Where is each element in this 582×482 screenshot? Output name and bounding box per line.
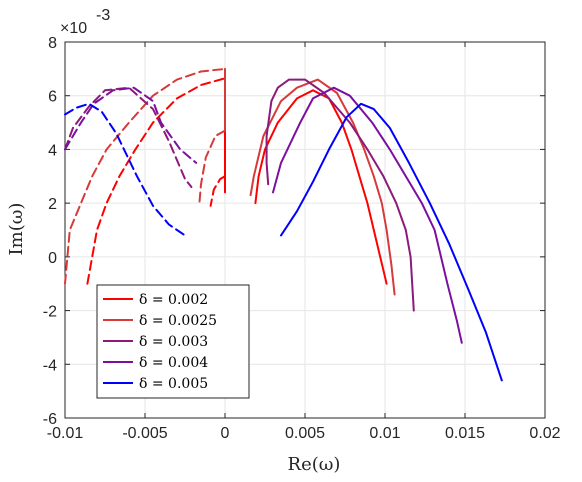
series-lines [64,67,503,382]
y-multiplier-exponent: -3 [96,7,110,24]
legend-label: δ = 0.004 [139,355,208,371]
series-branch-dashed-line [209,175,226,207]
series-2 [64,67,396,296]
x-tick-label: -0.005 [122,425,167,442]
y-tick-label: 4 [48,142,57,159]
series-branch-dashed-line [198,129,226,205]
series-4 [64,86,463,344]
y-tick-label: 8 [48,35,57,52]
legend-item: δ = 0.004 [103,355,208,371]
y-multiplier-base: ×10 [60,20,87,37]
x-axis-label: Re(ω) [288,454,341,475]
legend-label: δ = 0.002 [139,292,208,308]
y-tick-label: 2 [48,196,57,213]
series-5 [64,102,503,382]
series-solid-line [249,78,396,296]
legend: δ = 0.002 δ = 0.0025 δ = 0.003 δ = 0.004 δ =… [96,284,250,399]
y-tick-label: -6 [43,411,57,428]
y-tick-label: -4 [43,357,57,374]
series-solid-line [272,86,463,344]
series-1 [86,77,388,285]
x-tick-label: 0.015 [445,425,485,442]
series-dashed-line [64,102,186,237]
y-tick-label: -2 [43,304,57,321]
tick-labels: -0.01 -0.005 0 0.005 0.01 0.015 0.02 -6 -4 -2 0 2 4 6… [43,35,561,442]
x-tick-label: 0.005 [285,425,325,442]
x-tick-label: 0 [221,425,230,442]
legend-item: δ = 0.005 [103,376,208,392]
x-tick-label: 0.02 [529,425,560,442]
legend-item: δ = 0.002 [103,292,208,308]
legend-item: δ = 0.003 [103,334,208,350]
legend-label: δ = 0.0025 [139,313,217,329]
y-axis-label: Im(ω) [6,203,27,256]
series-3 [64,78,415,312]
legend-item: δ = 0.0025 [103,313,217,329]
grid [64,41,546,419]
series-dashed-line [64,86,193,188]
x-tick-label: -0.01 [47,425,84,442]
series-solid-line [280,102,503,382]
x-tick-label: 0.01 [369,425,400,442]
legend-label: δ = 0.005 [139,376,208,392]
axes [64,41,546,419]
series-dashed-line [64,86,198,164]
y-tick-label: 0 [48,250,57,267]
series-dashed-line [86,77,226,285]
legend-label: δ = 0.003 [139,334,208,350]
y-tick-label: 6 [48,89,57,106]
